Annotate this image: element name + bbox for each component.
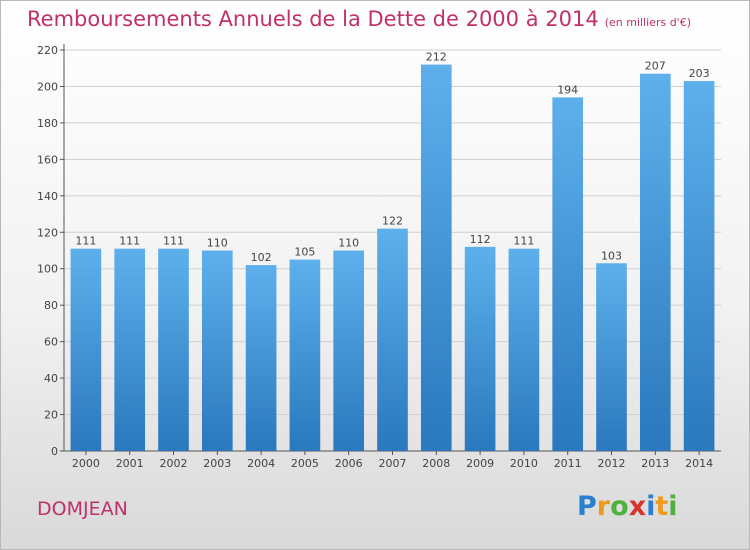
- logo-letter: i: [646, 491, 656, 522]
- data-label: 105: [294, 246, 315, 259]
- x-tick-label: 2011: [554, 457, 582, 470]
- logo-letter: o: [610, 491, 629, 522]
- bar: [245, 265, 277, 451]
- x-tick-label: 2007: [379, 457, 407, 470]
- bar: [552, 97, 584, 452]
- y-tick-label: 40: [44, 372, 58, 385]
- x-tick-label: 2009: [466, 457, 494, 470]
- y-tick-label: 80: [44, 299, 58, 312]
- x-tick-label: 2014: [685, 457, 713, 470]
- x-tick-label: 2001: [116, 457, 144, 470]
- bar: [377, 228, 408, 451]
- x-tick-label: 2010: [510, 457, 538, 470]
- data-label: 110: [338, 237, 359, 250]
- y-tick-label: 20: [44, 409, 58, 422]
- y-tick-label: 160: [37, 153, 58, 166]
- x-tick-label: 2000: [72, 457, 100, 470]
- x-tick-label: 2008: [422, 457, 450, 470]
- data-label: 111: [163, 235, 184, 248]
- data-label: 111: [119, 235, 140, 248]
- data-label: 203: [689, 67, 710, 80]
- bar: [508, 248, 540, 451]
- y-tick-label: 180: [37, 117, 58, 130]
- x-tick-label: 2003: [203, 457, 231, 470]
- bar: [464, 246, 496, 451]
- data-label: 212: [426, 51, 447, 64]
- y-tick-label: 220: [37, 44, 58, 57]
- y-tick-label: 140: [37, 190, 58, 203]
- data-label: 103: [601, 249, 622, 262]
- data-label: 111: [513, 235, 534, 248]
- data-label: 102: [251, 251, 272, 264]
- x-tick-label: 2004: [247, 457, 275, 470]
- y-tick-label: 200: [37, 80, 58, 93]
- logo-letter: r: [596, 491, 611, 522]
- y-tick-label: 60: [44, 336, 58, 349]
- chart-title-main: Remboursements Annuels de la Dette de 20…: [27, 7, 599, 31]
- y-tick-label: 100: [37, 263, 58, 276]
- bar: [639, 73, 671, 451]
- proxiti-logo[interactable]: Proxiti: [577, 491, 678, 522]
- data-label: 112: [470, 233, 491, 246]
- bar: [596, 263, 627, 451]
- logo-letter: P: [577, 491, 597, 522]
- bar: [114, 248, 146, 451]
- bar: [201, 250, 233, 451]
- data-label: 110: [207, 237, 228, 250]
- bar: [70, 248, 102, 451]
- bar: [333, 250, 365, 451]
- x-tick-label: 2013: [641, 457, 669, 470]
- data-label: 194: [557, 83, 578, 96]
- x-tick-label: 2005: [291, 457, 319, 470]
- commune-name: DOMJEAN: [37, 498, 128, 520]
- logo-letter: i: [668, 491, 678, 522]
- y-tick-label: 120: [37, 226, 58, 239]
- x-tick-label: 2006: [335, 457, 363, 470]
- data-label: 111: [75, 235, 96, 248]
- x-tick-label: 2012: [598, 457, 626, 470]
- y-tick-label: 0: [51, 445, 58, 458]
- logo-letter: t: [655, 491, 669, 522]
- data-label: 122: [382, 215, 403, 228]
- x-tick-label: 2002: [160, 457, 188, 470]
- bar: [158, 248, 189, 451]
- bar: [289, 259, 321, 451]
- bar: [420, 64, 452, 451]
- chart-title: Remboursements Annuels de la Dette de 20…: [27, 7, 691, 31]
- bar: [683, 80, 715, 452]
- chart-title-unit: (en milliers d'€): [604, 16, 691, 29]
- data-label: 207: [645, 60, 666, 73]
- logo-letter: x: [628, 491, 647, 522]
